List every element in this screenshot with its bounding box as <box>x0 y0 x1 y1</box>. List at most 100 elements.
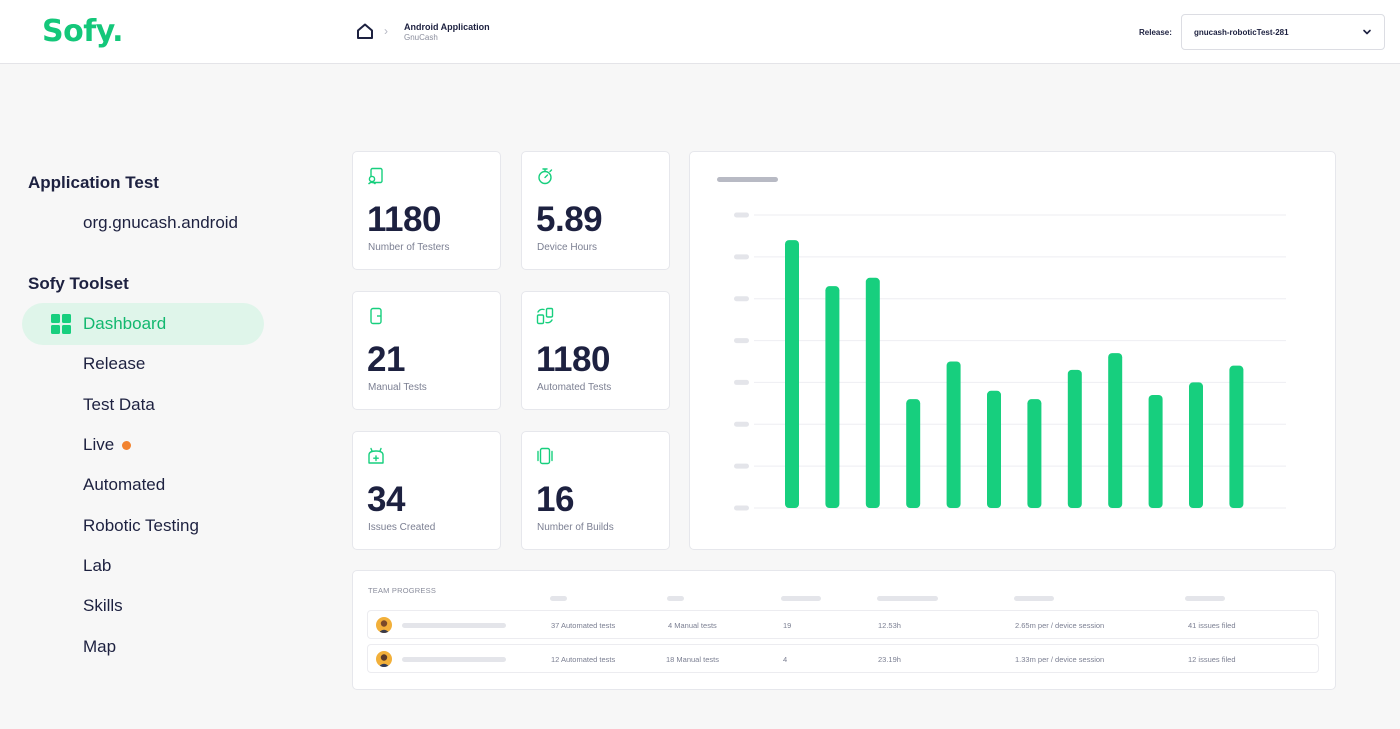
stat-label: Automated Tests <box>537 382 612 393</box>
column-header-placeholder <box>667 596 684 601</box>
sidebar-item-label: Test Data <box>83 395 155 414</box>
chart-panel <box>689 151 1336 550</box>
sidebar-item-label: Map <box>83 637 117 656</box>
application-package-name: org.gnucash.android <box>83 213 239 232</box>
sidebar-item-label: Robotic Testing <box>83 516 199 535</box>
hours-cell: 23.19h <box>878 655 901 664</box>
chart-bar[interactable] <box>1189 382 1203 508</box>
team-row[interactable]: 12 Automated tests 18 Manual tests 4 23.… <box>367 644 1319 673</box>
avatar <box>376 617 392 633</box>
sidebar-item-automated[interactable]: Automated <box>22 464 264 506</box>
sidebar-item-dashboard[interactable]: Dashboard <box>22 303 264 345</box>
chart-bar[interactable] <box>987 390 1001 508</box>
issues-cell: 41 issues filed <box>1188 621 1236 630</box>
chart-bar[interactable] <box>1067 369 1082 508</box>
column-header-placeholder <box>550 596 567 601</box>
sidebar-item-label: Lab <box>83 556 112 575</box>
stat-card-builds: 16 Number of Builds <box>521 431 670 550</box>
live-indicator-dot <box>122 441 131 450</box>
automated-tests-cell: 12 Automated tests <box>551 655 616 664</box>
breadcrumb-title: Android Application <box>404 22 490 32</box>
stat-label: Manual Tests <box>368 382 427 393</box>
y-tick-label-placeholder <box>734 338 749 344</box>
column-header-placeholder <box>1185 596 1225 601</box>
chart-bar[interactable] <box>785 240 799 508</box>
count-cell: 4 <box>783 655 788 664</box>
chevron-down-icon <box>1363 29 1371 35</box>
sofy-logo[interactable]: Sofy. <box>42 14 123 49</box>
stat-card-issues-created: 34 Issues Created <box>352 431 501 550</box>
sidebar-item-skills[interactable]: Skills <box>22 585 264 627</box>
stat-card-device-hours: 5.89 Device Hours <box>521 151 670 270</box>
dashboard-icon <box>51 314 71 334</box>
chart-bar[interactable] <box>865 277 880 508</box>
avatar <box>376 651 392 667</box>
column-header-placeholder <box>1014 596 1054 601</box>
sidebar-item-test-data[interactable]: Test Data <box>22 384 264 426</box>
stat-value: 1180 <box>536 340 610 379</box>
sidebar-item-label: Skills <box>83 596 123 615</box>
y-tick-label-placeholder <box>734 254 749 260</box>
y-tick-label-placeholder <box>734 463 749 469</box>
home-icon[interactable] <box>356 22 374 40</box>
stat-card-manual-tests: 21 Manual Tests <box>352 291 501 410</box>
stat-value: 5.89 <box>536 200 603 239</box>
column-header-placeholder <box>781 596 821 601</box>
session-rate-cell: 1.33m per / device session <box>1015 655 1105 664</box>
breadcrumb[interactable]: Android Application GnuCash <box>404 22 490 43</box>
manual-tests-cell: 18 Manual tests <box>666 655 719 664</box>
stat-label: Number of Builds <box>537 522 614 533</box>
team-progress-title: TEAM PROGRESS <box>368 586 437 595</box>
column-header-placeholder <box>877 596 938 601</box>
y-tick-label-placeholder <box>734 296 749 302</box>
bar-chart <box>734 212 1286 511</box>
issues-cell: 12 issues filed <box>1188 655 1236 664</box>
y-tick-label-placeholder <box>734 421 749 427</box>
application-test-heading: Application Test <box>28 173 159 192</box>
member-name-placeholder <box>402 657 506 662</box>
y-tick-label-placeholder <box>734 505 749 511</box>
person-icon <box>378 654 390 667</box>
chart-bar[interactable] <box>825 286 840 508</box>
automation-icon <box>536 307 554 325</box>
stat-card-testers: 1180 Number of Testers <box>352 151 501 270</box>
sidebar-item-release[interactable]: Release <box>22 343 264 385</box>
stat-value: 21 <box>367 340 405 379</box>
bug-icon <box>368 447 384 464</box>
y-tick-label-placeholder <box>734 379 749 385</box>
stat-value: 16 <box>536 480 574 519</box>
sidebar-item-label: Dashboard <box>83 314 167 333</box>
devices-icon <box>537 447 553 465</box>
manual-tests-cell: 4 Manual tests <box>668 621 717 630</box>
breadcrumb-subtitle: GnuCash <box>404 33 438 42</box>
person-icon <box>378 620 390 633</box>
chart-bar[interactable] <box>1027 399 1042 508</box>
chart-bar[interactable] <box>1108 353 1123 508</box>
team-progress-panel: TEAM PROGRESS 37 Automated tests 4 Manua… <box>352 570 1336 690</box>
release-value: gnucash-roboticTest-281 <box>1194 28 1289 37</box>
release-dropdown[interactable]: gnucash-roboticTest-281 <box>1181 14 1385 50</box>
chart-bar[interactable] <box>946 361 961 509</box>
chart-title-placeholder <box>717 177 778 182</box>
sidebar-item-map[interactable]: Map <box>22 626 264 668</box>
sidebar-item-label: Release <box>83 354 146 373</box>
sidebar-item-live[interactable]: Live <box>22 424 264 466</box>
phone-icon <box>370 307 382 325</box>
automated-tests-cell: 37 Automated tests <box>551 621 616 630</box>
stat-label: Issues Created <box>368 522 436 533</box>
top-header: Sofy. › Android Application GnuCash Rele… <box>0 0 1400 64</box>
stat-value: 34 <box>367 480 405 519</box>
y-tick-label-placeholder <box>734 212 749 218</box>
team-row[interactable]: 37 Automated tests 4 Manual tests 19 12.… <box>367 610 1319 639</box>
sidebar-item-label: Automated <box>83 475 166 494</box>
chart-bar[interactable] <box>1229 365 1244 508</box>
stat-value: 1180 <box>367 200 441 239</box>
sidebar-item-robotic-testing[interactable]: Robotic Testing <box>22 505 264 547</box>
sofy-toolset-heading: Sofy Toolset <box>28 274 129 293</box>
chevron-right-icon: › <box>384 24 388 38</box>
chart-bar[interactable] <box>906 399 921 508</box>
release-label: Release: <box>1139 28 1172 37</box>
hours-cell: 12.53h <box>878 621 901 630</box>
chart-bar[interactable] <box>1148 394 1163 508</box>
sidebar-item-lab[interactable]: Lab <box>22 545 264 587</box>
